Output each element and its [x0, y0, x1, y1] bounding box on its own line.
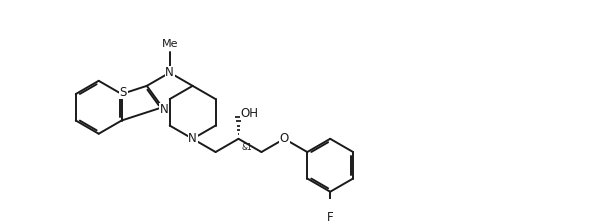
- Text: N: N: [160, 103, 169, 116]
- Text: Me: Me: [161, 39, 178, 49]
- Text: N: N: [166, 66, 174, 79]
- Text: &1: &1: [241, 143, 252, 152]
- Text: S: S: [120, 86, 127, 99]
- Text: F: F: [327, 211, 334, 224]
- Text: N: N: [188, 132, 197, 145]
- Text: O: O: [280, 132, 289, 145]
- Text: OH: OH: [240, 107, 258, 120]
